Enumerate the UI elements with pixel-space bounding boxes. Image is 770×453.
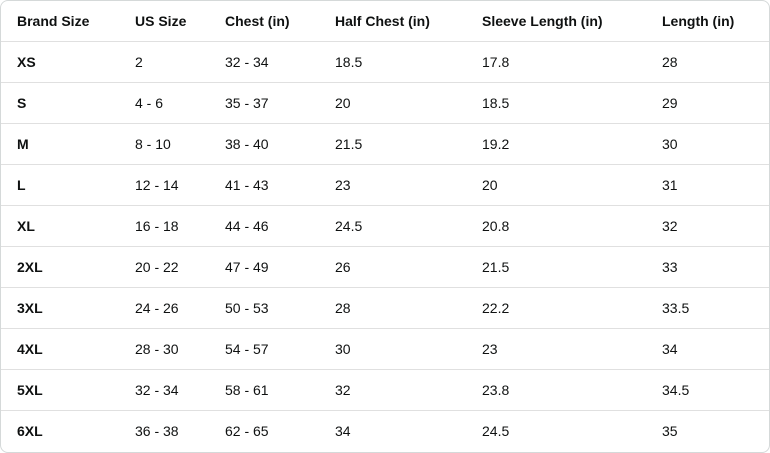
value-cell: 16 - 18 — [119, 205, 209, 247]
brand-size-cell: XS — [1, 41, 119, 83]
value-cell: 29 — [646, 82, 769, 124]
value-cell: 32 - 34 — [119, 369, 209, 411]
value-cell: 47 - 49 — [209, 246, 319, 288]
value-cell: 30 — [646, 123, 769, 165]
column-header-sleeve-length-in: Sleeve Length (in) — [482, 13, 603, 29]
brand-size-cell: M — [1, 123, 119, 165]
value-cell: 20.8 — [466, 205, 646, 247]
value-cell: 28 — [319, 287, 466, 329]
brand-size-cell: 4XL — [1, 328, 119, 370]
table-row-3xl: 3XL 24 - 26 50 - 53 28 22.2 33.5 — [1, 287, 769, 329]
value-cell: 36 - 38 — [119, 410, 209, 451]
table-row-xs: XS 2 32 - 34 18.5 17.8 28 — [1, 41, 769, 83]
value-cell: 24 - 26 — [119, 287, 209, 329]
value-cell: 34.5 — [646, 369, 769, 411]
size-chart-body: XS 2 32 - 34 18.5 17.8 28 S 4 - 6 35 - 37 20 18.5 2… — [1, 41, 769, 451]
value-cell: 21.5 — [466, 246, 646, 288]
column-header-us-size: US Size — [135, 13, 187, 29]
column-header-brand-size: Brand Size — [17, 13, 90, 29]
value-cell: 2 — [119, 41, 209, 83]
value-cell: 35 — [646, 410, 769, 451]
brand-size-cell: S — [1, 82, 119, 124]
value-cell: 8 - 10 — [119, 123, 209, 165]
value-cell: 33 — [646, 246, 769, 288]
value-cell: 24.5 — [319, 205, 466, 247]
table-row-2xl: 2XL 20 - 22 47 - 49 26 21.5 33 — [1, 246, 769, 288]
value-cell: 62 - 65 — [209, 410, 319, 451]
size-chart-header: Brand Size US Size Chest (in) Half Chest (i… — [1, 1, 769, 42]
value-cell: 18.5 — [319, 41, 466, 83]
value-cell: 4 - 6 — [119, 82, 209, 124]
value-cell: 33.5 — [646, 287, 769, 329]
value-cell: 58 - 61 — [209, 369, 319, 411]
value-cell: 41 - 43 — [209, 164, 319, 206]
table-row-4xl: 4XL 28 - 30 54 - 57 30 23 34 — [1, 328, 769, 370]
value-cell: 24.5 — [466, 410, 646, 451]
table-row-l: L 12 - 14 41 - 43 23 20 31 — [1, 164, 769, 206]
value-cell: 12 - 14 — [119, 164, 209, 206]
value-cell: 20 — [466, 164, 646, 206]
value-cell: 34 — [319, 410, 466, 451]
value-cell: 30 — [319, 328, 466, 370]
column-header-half-chest-in: Half Chest (in) — [335, 13, 430, 29]
column-header-length-in: Length (in) — [662, 13, 735, 29]
value-cell: 20 - 22 — [119, 246, 209, 288]
table-row-6xl: 6XL 36 - 38 62 - 65 34 24.5 35 — [1, 410, 769, 451]
header-row: Brand Size US Size Chest (in) Half Chest (i… — [1, 1, 769, 42]
value-cell: 23 — [319, 164, 466, 206]
value-cell: 50 - 53 — [209, 287, 319, 329]
value-cell: 31 — [646, 164, 769, 206]
value-cell: 32 — [646, 205, 769, 247]
value-cell: 54 - 57 — [209, 328, 319, 370]
value-cell: 38 - 40 — [209, 123, 319, 165]
value-cell: 35 - 37 — [209, 82, 319, 124]
brand-size-cell: XL — [1, 205, 119, 247]
table-row-5xl: 5XL 32 - 34 58 - 61 32 23.8 34.5 — [1, 369, 769, 411]
brand-size-cell: 5XL — [1, 369, 119, 411]
value-cell: 28 — [646, 41, 769, 83]
value-cell: 28 - 30 — [119, 328, 209, 370]
value-cell: 20 — [319, 82, 466, 124]
value-cell: 17.8 — [466, 41, 646, 83]
value-cell: 18.5 — [466, 82, 646, 124]
value-cell: 34 — [646, 328, 769, 370]
brand-size-cell: 6XL — [1, 410, 119, 451]
value-cell: 22.2 — [466, 287, 646, 329]
column-header-chest-in: Chest (in) — [225, 13, 290, 29]
value-cell: 26 — [319, 246, 466, 288]
value-cell: 19.2 — [466, 123, 646, 165]
value-cell: 44 - 46 — [209, 205, 319, 247]
brand-size-cell: L — [1, 164, 119, 206]
table-row-xl: XL 16 - 18 44 - 46 24.5 20.8 32 — [1, 205, 769, 247]
value-cell: 23.8 — [466, 369, 646, 411]
brand-size-cell: 2XL — [1, 246, 119, 288]
value-cell: 32 - 34 — [209, 41, 319, 83]
value-cell: 32 — [319, 369, 466, 411]
value-cell: 21.5 — [319, 123, 466, 165]
brand-size-cell: 3XL — [1, 287, 119, 329]
value-cell: 23 — [466, 328, 646, 370]
